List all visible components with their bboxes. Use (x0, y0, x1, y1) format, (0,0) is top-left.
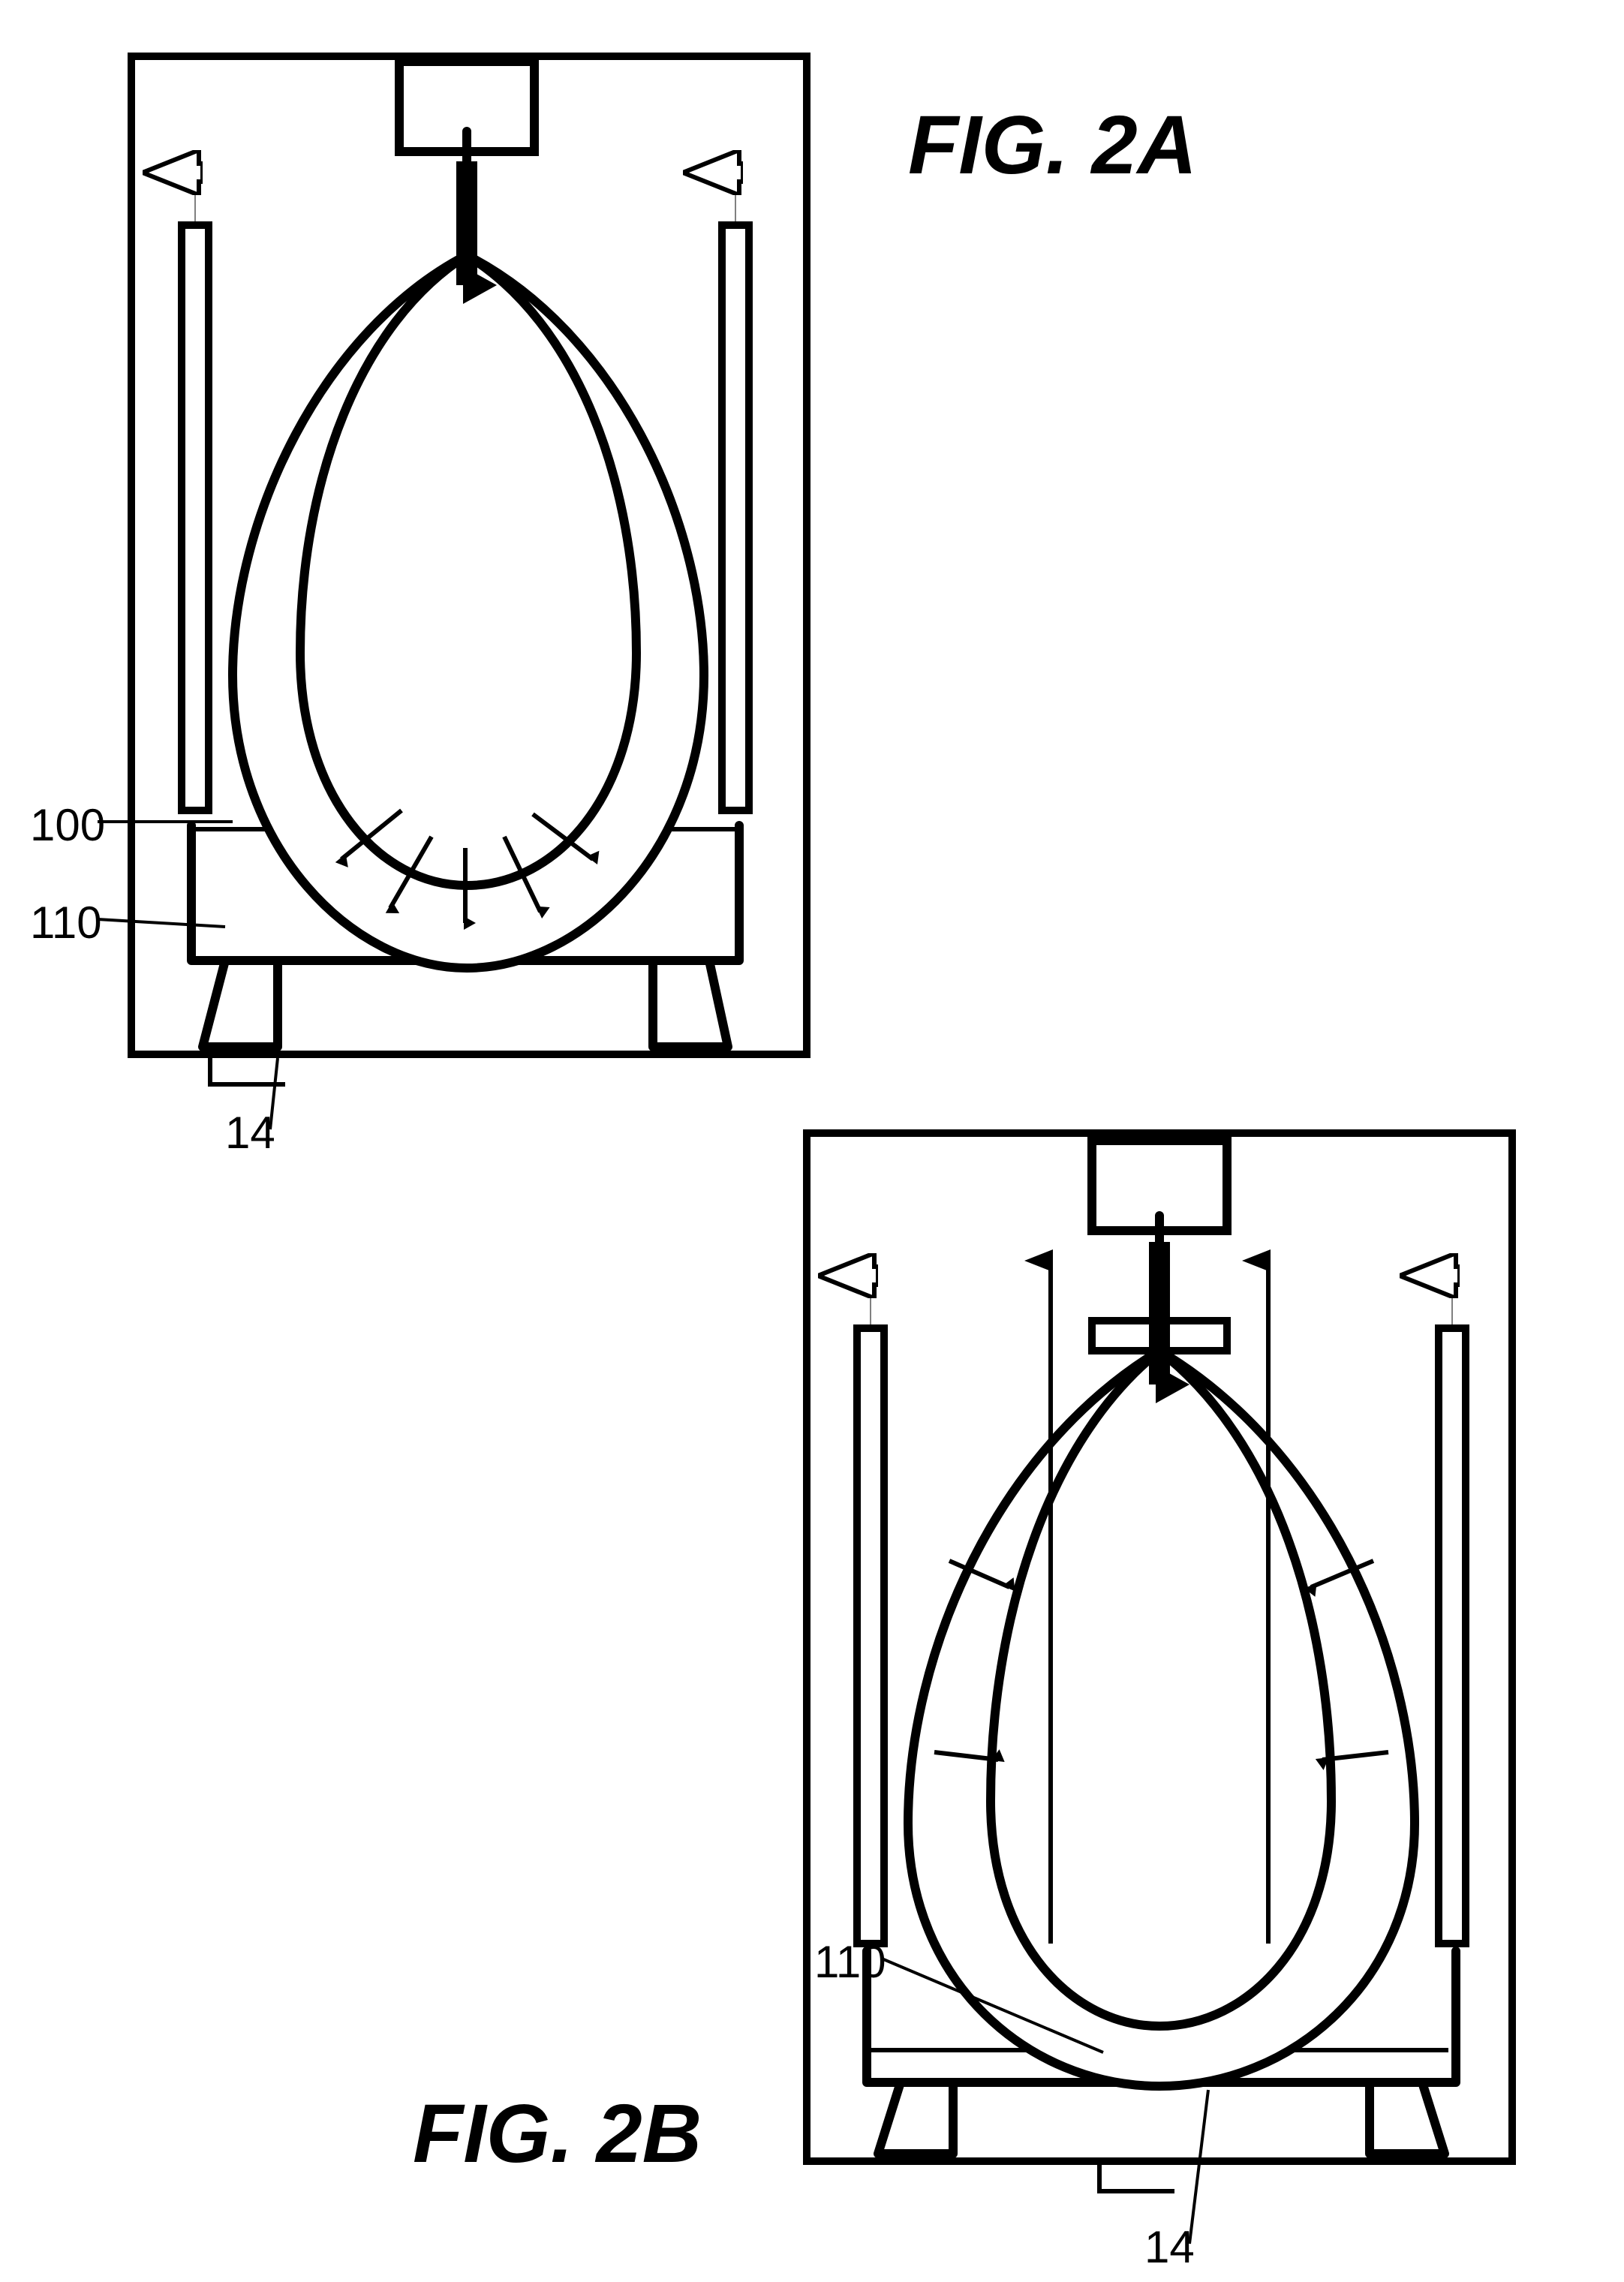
drawing-layer (0, 0, 1624, 2282)
figure-page: FIG. 2A FIG. 2B 100 110 14 110 14 (0, 0, 1624, 2282)
